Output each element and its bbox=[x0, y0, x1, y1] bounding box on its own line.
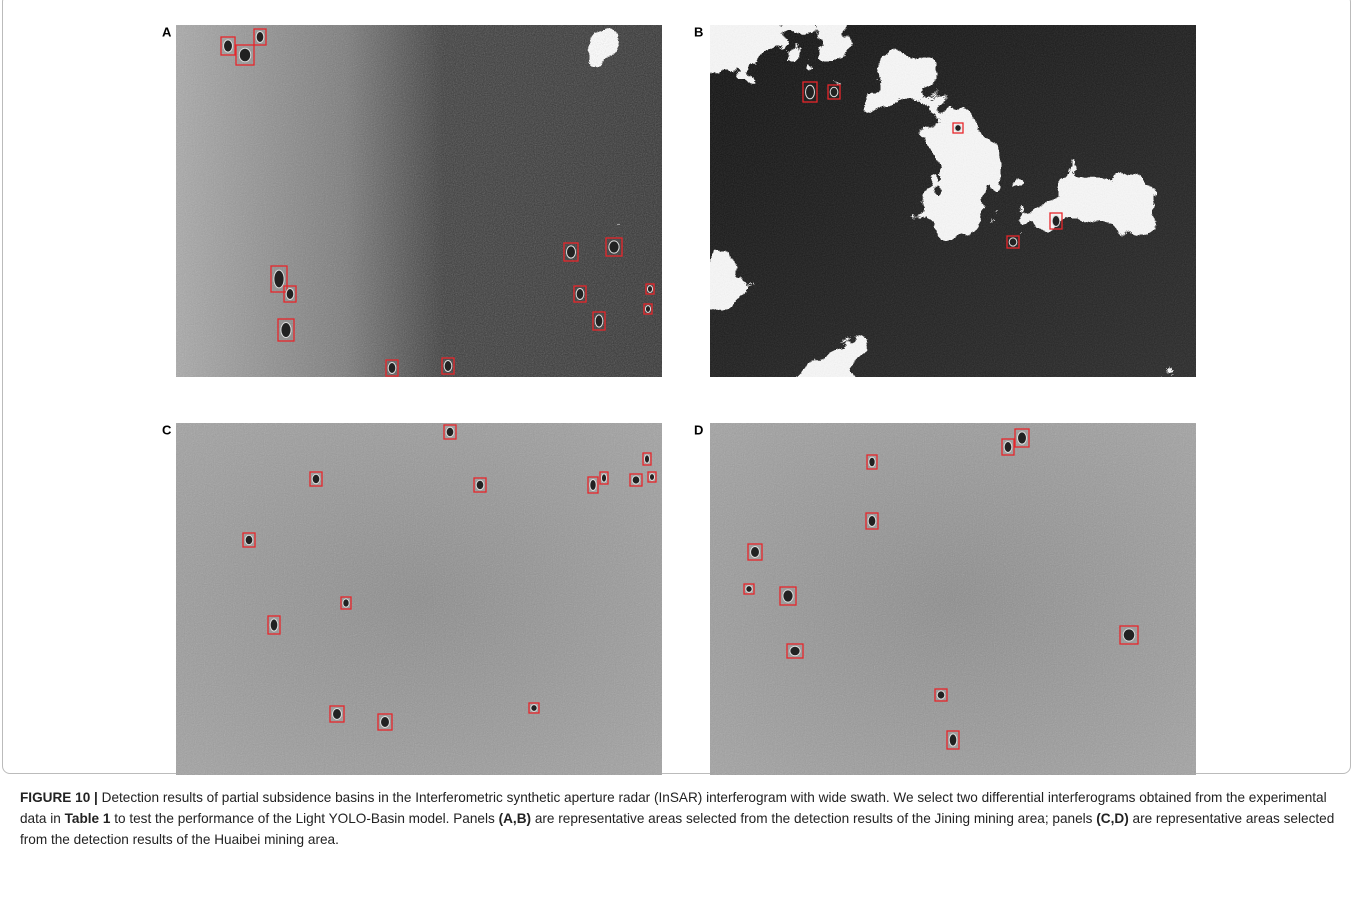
basin bbox=[830, 87, 838, 97]
panel-a-image bbox=[176, 25, 662, 377]
basin bbox=[224, 40, 233, 52]
panel-label: B bbox=[694, 24, 703, 39]
basin bbox=[256, 32, 264, 43]
basin bbox=[444, 361, 452, 372]
basin bbox=[239, 48, 251, 62]
basin bbox=[949, 734, 957, 746]
caption-text: (C,D) bbox=[1096, 811, 1128, 826]
basin bbox=[270, 619, 278, 631]
caption-text: to test the performance of the Light YOL… bbox=[110, 811, 498, 826]
basin bbox=[281, 323, 291, 338]
basin bbox=[567, 246, 576, 258]
panel-label: C bbox=[162, 422, 172, 437]
basin bbox=[531, 705, 537, 712]
basin bbox=[868, 516, 876, 527]
caption-text: Table 1 bbox=[65, 811, 111, 826]
basin bbox=[644, 455, 649, 463]
caption-text: (A,B) bbox=[499, 811, 531, 826]
basin bbox=[274, 270, 284, 288]
basin bbox=[476, 480, 484, 490]
basin bbox=[1123, 629, 1135, 641]
basin bbox=[649, 474, 654, 481]
panel-c-image bbox=[176, 423, 662, 775]
basin bbox=[645, 306, 650, 313]
caption-text: FIGURE 10 | bbox=[20, 790, 98, 805]
basin bbox=[647, 286, 652, 293]
basin bbox=[790, 646, 800, 656]
basin bbox=[1009, 238, 1017, 246]
basin bbox=[286, 289, 294, 300]
basin bbox=[245, 535, 253, 545]
basin bbox=[955, 125, 961, 132]
basin bbox=[1004, 442, 1012, 453]
panel-b-image bbox=[710, 25, 1196, 377]
basin bbox=[751, 547, 760, 558]
figure: A B C D bbox=[0, 0, 1357, 780]
basin bbox=[590, 480, 596, 491]
basin bbox=[609, 241, 619, 253]
basin bbox=[1018, 432, 1027, 444]
panel-label: A bbox=[162, 24, 172, 39]
panel-d-image bbox=[710, 423, 1196, 775]
basin bbox=[1052, 216, 1060, 227]
basin bbox=[783, 590, 793, 602]
basin bbox=[869, 457, 875, 467]
basin bbox=[806, 85, 815, 99]
basin bbox=[312, 474, 320, 484]
basin bbox=[746, 586, 752, 593]
basin bbox=[333, 709, 342, 720]
basin bbox=[388, 363, 396, 374]
basin bbox=[601, 474, 606, 482]
page: A B C D FIGURE 10 | Detection results of… bbox=[0, 0, 1357, 914]
basin bbox=[576, 289, 584, 300]
basin bbox=[937, 691, 945, 699]
figure-caption: FIGURE 10 | Detection results of partial… bbox=[20, 787, 1338, 850]
basin bbox=[381, 717, 390, 728]
caption-text: are representative areas selected from t… bbox=[531, 811, 1096, 826]
basin bbox=[343, 599, 349, 607]
panel-label: D bbox=[694, 422, 703, 437]
basin bbox=[446, 427, 454, 437]
basin bbox=[632, 476, 640, 484]
basin bbox=[595, 315, 603, 327]
